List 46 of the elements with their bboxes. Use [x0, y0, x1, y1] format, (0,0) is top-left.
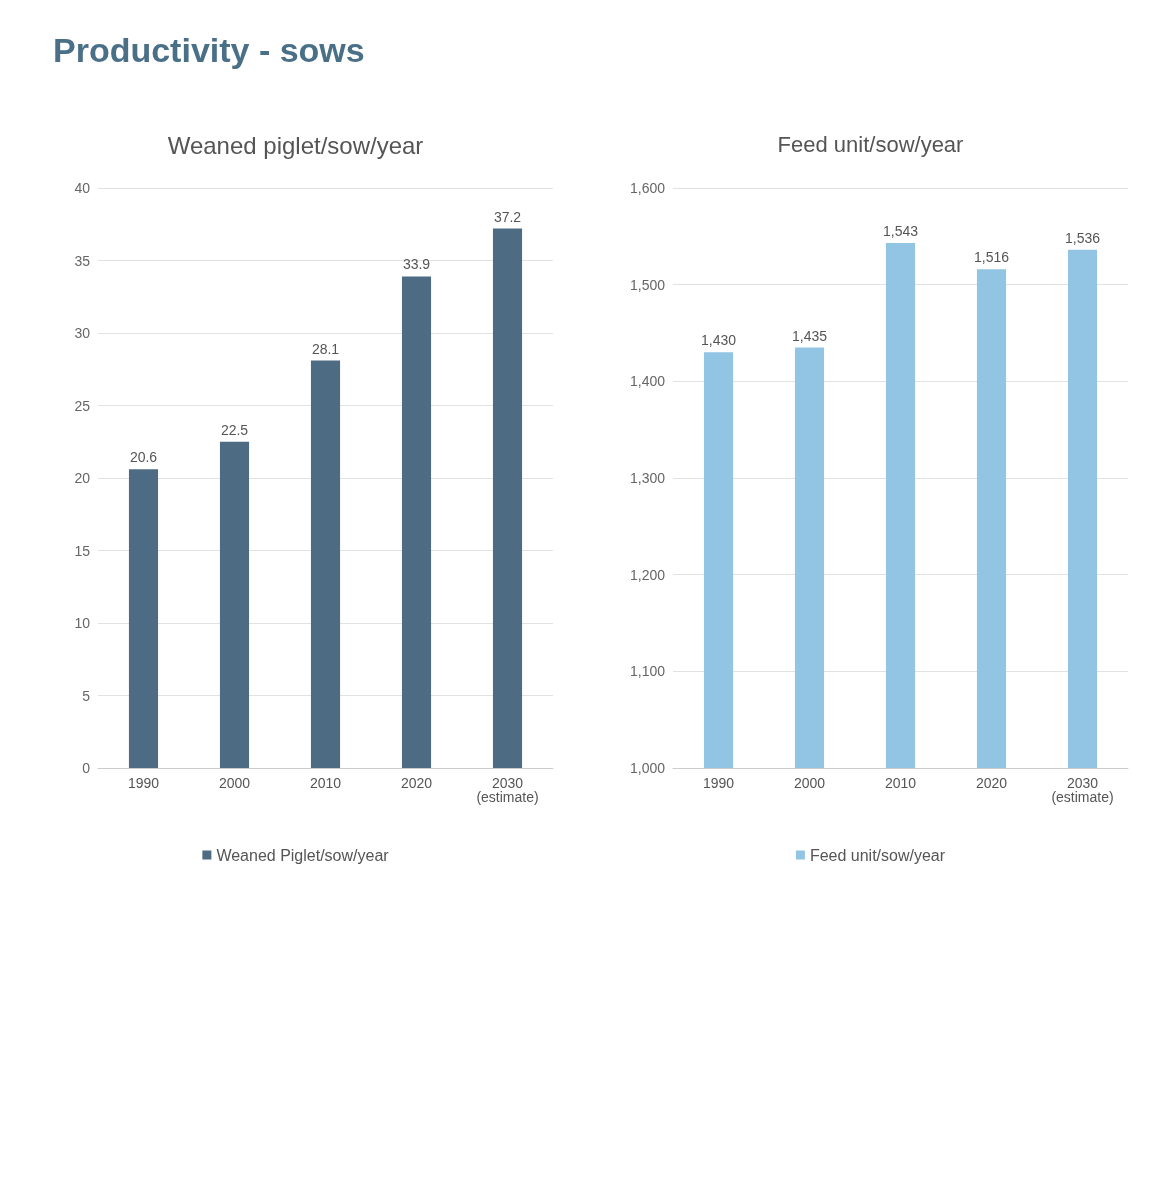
- y-tick-label: 1,200: [629, 566, 666, 583]
- data-label: 1,430: [700, 332, 737, 349]
- x-tick-label: 2010: [309, 775, 342, 791]
- x-tick-label: 2000: [218, 775, 251, 791]
- data-label: 1,516: [973, 249, 1010, 266]
- x-tick-label: 2010: [884, 775, 917, 791]
- y-tick-label: 40: [74, 180, 91, 196]
- legend-label: Feed unit/sow/year: [809, 846, 946, 864]
- bar: [128, 469, 159, 768]
- y-tick-label: 10: [74, 615, 91, 631]
- y-tick-label: 35: [74, 252, 91, 269]
- y-tick-label: 15: [74, 542, 91, 559]
- x-tick-label: 1990: [702, 775, 735, 791]
- y-tick-label: 5: [82, 687, 91, 704]
- data-label: 1,543: [882, 223, 919, 240]
- data-label: 37.2: [493, 208, 522, 225]
- x-tick-label: 2000: [793, 775, 826, 791]
- bar: [310, 360, 341, 768]
- y-tick-label: 25: [74, 397, 91, 414]
- x-tick-label: 2020: [975, 775, 1008, 791]
- chart-title: Feed unit/sow/year: [777, 131, 964, 157]
- chart-subtitle: Weaned piglet/sow/year: [167, 131, 424, 159]
- y-tick-label: 1,000: [629, 760, 666, 776]
- data-label: 28.1: [311, 340, 340, 357]
- y-tick-label: 1,300: [629, 470, 666, 486]
- y-tick-label: 30: [74, 325, 91, 341]
- x-tick-label: 2030 (estimate): [476, 775, 539, 805]
- y-tick-label: 1,400: [629, 373, 666, 390]
- data-label: 1,536: [1064, 229, 1101, 246]
- data-label: 33.9: [402, 256, 431, 273]
- y-tick-label: 20: [74, 470, 91, 486]
- x-tick-label: 2030 (estimate): [1051, 775, 1114, 805]
- chart-title: Productivity - sows: [53, 31, 365, 69]
- y-tick-label: 1,100: [629, 663, 666, 680]
- y-tick-label: 1,500: [629, 276, 666, 293]
- data-label: 22.5: [220, 421, 249, 438]
- y-tick-label: 0: [82, 760, 91, 776]
- data-label: 20.6: [129, 449, 158, 466]
- legend-label: Weaned Piglet/sow/year: [216, 846, 390, 864]
- data-label: 1,435: [791, 327, 828, 344]
- x-tick-label: 2020: [400, 775, 433, 791]
- x-tick-label: 1990: [127, 775, 160, 791]
- y-tick-label: 1,600: [629, 180, 666, 196]
- bar: [401, 276, 432, 768]
- bar: [492, 228, 523, 768]
- bar: [219, 441, 250, 768]
